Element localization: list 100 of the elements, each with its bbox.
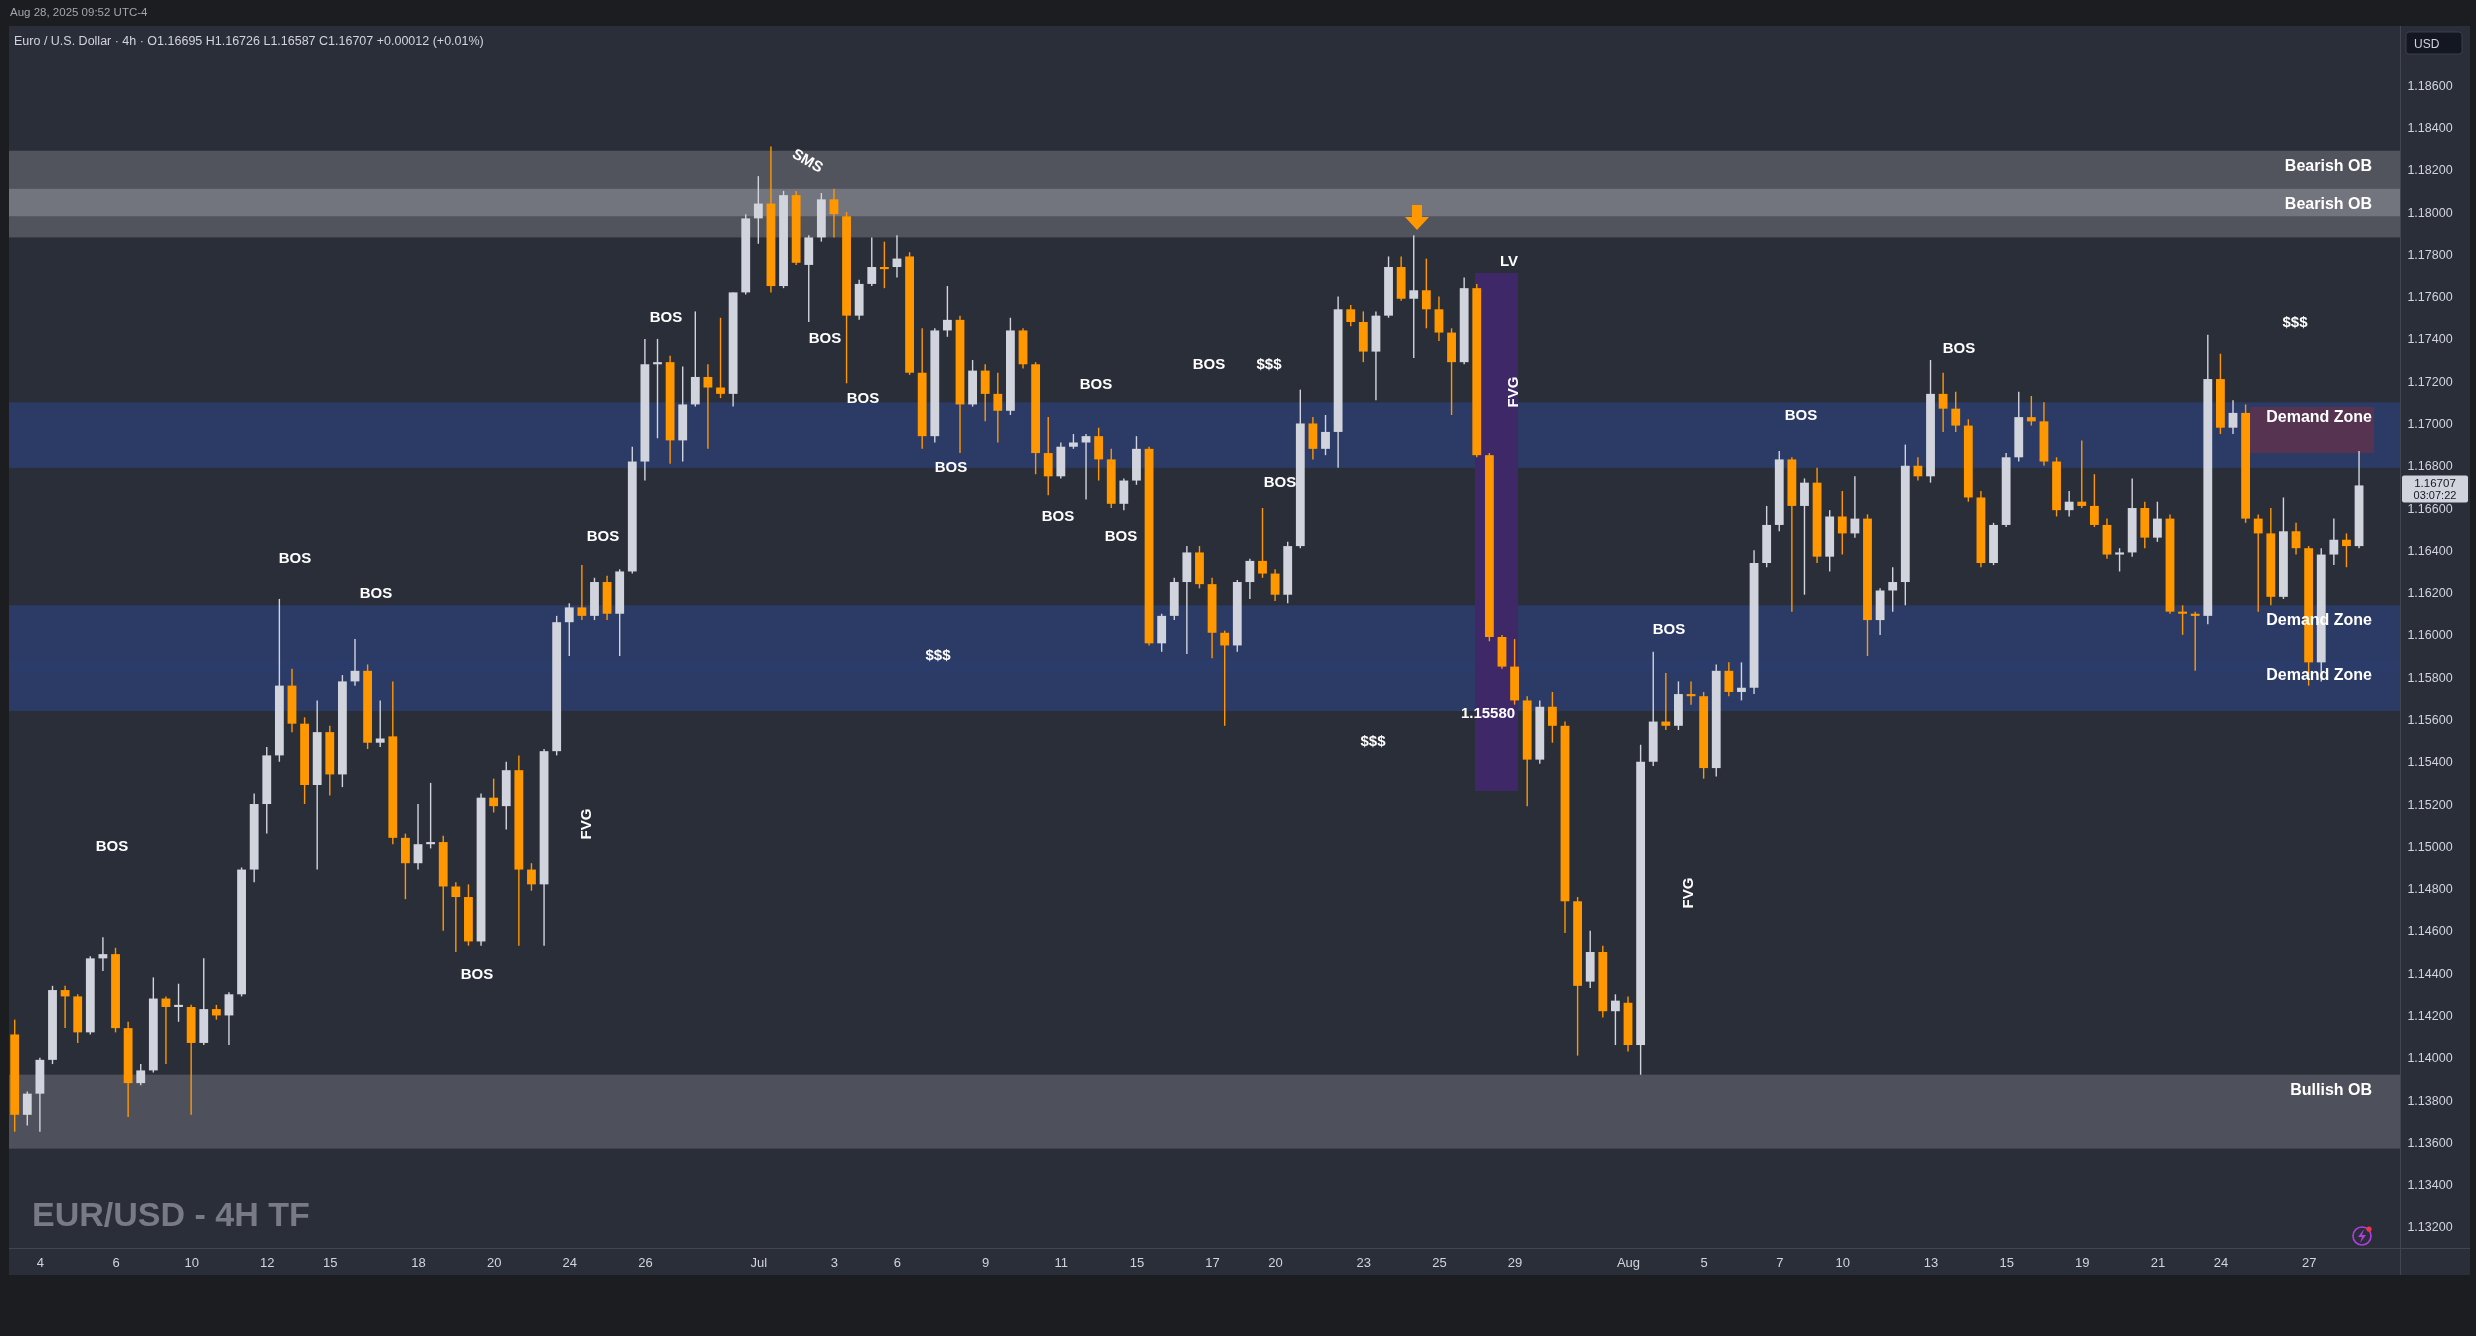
candlestick	[1094, 427, 1104, 482]
y-tick-label: 1.15200	[2407, 797, 2453, 812]
annotation: SMS	[789, 144, 827, 176]
band-label: Bearish OB	[2284, 194, 2372, 212]
annotation: BOS	[1942, 338, 1976, 356]
y-tick-label: 1.14000	[2407, 1051, 2453, 1066]
candlestick	[22, 1090, 32, 1127]
annotation: BOS	[1104, 526, 1138, 544]
x-tick-label: 24	[2213, 1255, 2229, 1271]
x-tick-label: 26	[638, 1255, 653, 1271]
y-tick-label: 1.16000	[2407, 628, 2453, 643]
candlestick	[2291, 522, 2301, 556]
candlestick	[2178, 604, 2188, 636]
candlestick	[1245, 558, 1255, 600]
y-tick-label: 1.13600	[2407, 1135, 2453, 1150]
y-tick-label: 1.17200	[2407, 374, 2453, 389]
annotation: BOS	[846, 388, 880, 406]
annotation: BOS	[1192, 354, 1226, 372]
y-tick-label: 1.18000	[2407, 205, 2453, 220]
candlestick	[1938, 372, 1948, 433]
x-tick-label: 24	[562, 1255, 577, 1271]
candlestick	[577, 564, 587, 621]
y-tick-label: 1.17000	[2407, 416, 2453, 431]
candlestick	[1661, 672, 1671, 731]
candlestick	[426, 782, 436, 850]
y-tick-label: 1.16400	[2407, 543, 2453, 558]
x-tick-label: 10	[184, 1255, 199, 1271]
candlestick	[60, 985, 70, 1029]
x-tick-label: 7	[1776, 1255, 1784, 1271]
y-tick-label: 1.14800	[2407, 882, 2453, 897]
band-label: Demand Zone	[2266, 408, 2373, 426]
y-tick-label: 1.16600	[2407, 501, 2453, 516]
candlestick	[867, 236, 877, 287]
candlestick	[2064, 490, 2074, 518]
candlestick	[703, 363, 713, 450]
x-tick-label: 19	[2075, 1255, 2090, 1271]
x-tick-label: 20	[1268, 1255, 1283, 1271]
y-tick-label: 1.15800	[2407, 670, 2453, 685]
candlestick	[489, 777, 499, 814]
x-tick-label: 25	[1432, 1255, 1447, 1271]
x-tick-label: 13	[1923, 1255, 1939, 1271]
candlestick	[2077, 439, 2087, 509]
annotation: BOS	[460, 964, 494, 982]
annotation: $$$	[1256, 354, 1283, 372]
candlestick	[2152, 500, 2162, 543]
x-tick-label: 3	[830, 1255, 839, 1271]
annotation: BOS	[95, 836, 129, 854]
annotation: FVG	[576, 808, 594, 840]
x-tick-label: 17	[1205, 1255, 1220, 1271]
x-tick-label: 9	[982, 1255, 990, 1271]
candlestick	[2228, 399, 2238, 435]
candlestick	[413, 803, 423, 871]
candlestick	[375, 699, 385, 748]
annotation: $$$	[2282, 312, 2309, 330]
y-tick-label: 1.18600	[2407, 78, 2453, 93]
candlestick	[716, 317, 725, 399]
annotation: FVG	[1678, 877, 1696, 909]
y-axis-title: USD	[2414, 36, 2440, 51]
annotation: BOS	[934, 457, 968, 475]
y-tick-label: 1.17400	[2407, 332, 2453, 347]
y-tick-label: 1.14600	[2407, 924, 2453, 939]
annotation: BOS	[649, 307, 683, 325]
x-tick-label: 10	[1835, 1255, 1851, 1271]
x-tick-label: 12	[260, 1255, 275, 1271]
annotation: BOS	[1079, 374, 1113, 392]
candlestick	[224, 991, 234, 1046]
candlestick	[1850, 475, 1860, 539]
x-tick-label: 27	[2301, 1255, 2317, 1271]
x-tick-label: 6	[112, 1255, 120, 1271]
y-tick-label: 1.13800	[2407, 1093, 2453, 1108]
candlestick	[2253, 513, 2263, 613]
x-tick-label: 15	[323, 1255, 338, 1271]
x-tick-label: 5	[1700, 1255, 1708, 1271]
annotation: BOS	[1041, 506, 1075, 524]
x-tick-label: 15	[1129, 1255, 1145, 1271]
y-tick-label: 1.17600	[2407, 290, 2453, 305]
x-tick-label: 23	[1356, 1255, 1372, 1271]
y-tick-label: 1.17800	[2407, 247, 2453, 262]
candlestick	[1321, 414, 1330, 456]
candlestick	[879, 240, 889, 289]
candlestick	[1737, 661, 1746, 702]
annotation: BOS	[808, 328, 842, 346]
annotation: BOS	[278, 548, 312, 566]
y-tick-label: 1.15000	[2407, 839, 2453, 854]
annotation: BOS	[1784, 405, 1818, 423]
y-tick-label: 1.13200	[2407, 1220, 2453, 1235]
y-tick-label: 1.13400	[2407, 1178, 2453, 1193]
x-tick-label: Aug	[1616, 1255, 1641, 1271]
annotation: $$$	[1360, 731, 1387, 749]
x-tick-label: 18	[411, 1255, 426, 1271]
x-tick-label: 21	[2150, 1255, 2166, 1271]
annotation: BOS	[359, 583, 393, 601]
x-tick-label: Jul	[750, 1255, 768, 1271]
annotation: LV	[1499, 251, 1519, 269]
candlestick	[174, 983, 183, 1023]
candlestick	[1119, 477, 1129, 511]
candlestick	[564, 602, 574, 657]
candlestick	[1409, 234, 1419, 359]
candlestick	[1346, 304, 1356, 327]
candlestick	[942, 285, 952, 338]
